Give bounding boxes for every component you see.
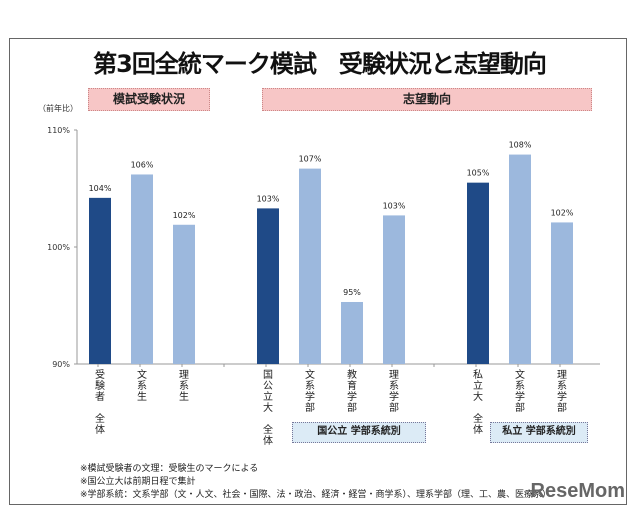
data-label: 102% xyxy=(551,208,574,217)
bar xyxy=(383,215,405,364)
bar xyxy=(89,197,111,364)
x-tick-label: 系 xyxy=(389,380,399,392)
x-tick-label: 理 xyxy=(179,369,189,381)
bar xyxy=(509,154,531,364)
data-label: 106% xyxy=(131,160,154,169)
x-tick-label: 学 xyxy=(347,390,357,403)
x-tick-label: 生 xyxy=(137,390,147,403)
x-tick-label: 理 xyxy=(557,369,567,381)
data-label: 103% xyxy=(257,194,280,203)
x-tick-label: 系 xyxy=(515,380,525,392)
data-label: 108% xyxy=(509,141,532,150)
chart-frame xyxy=(9,38,627,505)
data-label: 107% xyxy=(299,155,322,164)
bar xyxy=(341,301,363,364)
note-1: ※模試受験者の文理：受験生のマークによる xyxy=(80,464,259,474)
x-tick-label: 私 xyxy=(473,369,483,381)
note-2: ※国公立大は前期日程で集計 xyxy=(80,477,196,487)
bar xyxy=(467,182,489,364)
x-tick-label: 体 xyxy=(263,435,273,447)
x-tick-label: 全 xyxy=(95,412,105,425)
x-tick-label: 受 xyxy=(95,369,105,381)
x-tick-label: 文 xyxy=(515,368,525,381)
section-label-preference: 志望動向 xyxy=(262,88,592,111)
x-tick-label: 部 xyxy=(347,401,357,414)
bar xyxy=(299,168,321,364)
x-tick-label: 学 xyxy=(389,390,399,403)
x-tick-label: 大 xyxy=(473,390,483,403)
bar xyxy=(173,224,195,364)
x-tick-label: 系 xyxy=(137,380,147,392)
x-tick-label: 立 xyxy=(263,390,273,403)
note-3: ※学部系統：文系学部（文・人文、社会・国際、法・政治、経済・経営・商学系）、理系… xyxy=(80,490,552,500)
x-tick-label: 大 xyxy=(263,401,273,414)
x-tick-label: 育 xyxy=(347,379,357,392)
x-tick-label: 理 xyxy=(389,369,399,381)
logo: ReseMom xyxy=(530,480,625,502)
chart-title: 第3回全統マーク模試 受験状況と志望動向 xyxy=(93,50,547,78)
x-tick-label: 学 xyxy=(515,390,525,403)
x-tick-label: 教 xyxy=(347,368,357,381)
x-tick-label: 立 xyxy=(473,379,483,392)
y-tick-label: 90% xyxy=(52,360,70,369)
data-label: 95% xyxy=(343,288,361,297)
x-tick-label: 全 xyxy=(263,423,273,436)
bar xyxy=(257,208,279,364)
x-tick-label: 全 xyxy=(473,412,483,425)
x-tick-label: 体 xyxy=(473,424,483,436)
x-tick-label: 系 xyxy=(179,380,189,392)
x-tick-label: 文 xyxy=(305,368,315,381)
x-tick-label: 国 xyxy=(263,369,273,381)
x-tick-label: 部 xyxy=(557,401,567,414)
y-tick-label: 100% xyxy=(47,243,70,252)
x-tick-label: 学 xyxy=(557,390,567,403)
x-tick-label: 験 xyxy=(95,379,105,392)
y-tick-label: 110% xyxy=(47,126,70,135)
x-tick-label: 者 xyxy=(95,391,105,403)
x-tick-label: 文 xyxy=(137,368,147,381)
data-label: 105% xyxy=(467,169,490,178)
bar xyxy=(131,174,153,364)
data-label: 102% xyxy=(173,211,196,220)
y-axis-label: （前年比） xyxy=(38,104,78,113)
data-label: 104% xyxy=(89,184,112,193)
x-tick-label: 系 xyxy=(305,380,315,392)
x-tick-label: 系 xyxy=(557,380,567,392)
x-tick-label: 体 xyxy=(95,424,105,436)
data-label: 103% xyxy=(383,201,406,210)
x-tick-label: 部 xyxy=(515,401,525,414)
x-tick-label: 公 xyxy=(263,381,273,392)
section-label-exam: 模試受験状況 xyxy=(88,88,210,111)
group-label-national: 国公立 学部系統別 xyxy=(292,422,426,443)
bar xyxy=(551,222,573,364)
x-tick-label: 学 xyxy=(305,390,315,403)
x-tick-label: 部 xyxy=(389,401,399,414)
x-tick-label xyxy=(473,403,483,414)
group-label-private: 私立 学部系統別 xyxy=(490,422,588,443)
x-tick-label: 生 xyxy=(179,390,189,403)
x-tick-label xyxy=(263,414,273,425)
x-tick-label xyxy=(95,403,105,414)
x-tick-label: 部 xyxy=(305,401,315,414)
